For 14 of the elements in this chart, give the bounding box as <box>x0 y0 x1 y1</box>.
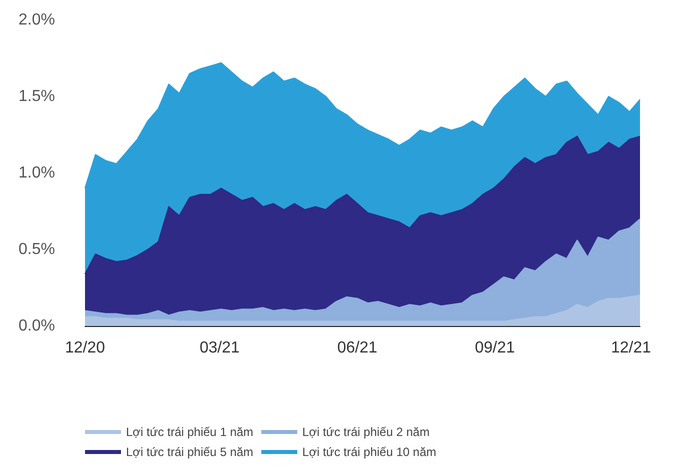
legend-label: Lợi tức trái phiếu 2 năm <box>302 425 430 439</box>
y-tick-label: 0.0% <box>18 318 55 334</box>
y-tick-label: 1.0% <box>18 164 55 182</box>
y-tick-label: 0.5% <box>18 241 55 258</box>
x-tick-label: 03/21 <box>200 340 240 356</box>
legend-label: Lợi tức trái phiếu 10 năm <box>302 445 436 459</box>
y-tick-label: 2.0% <box>18 12 55 28</box>
legend-label: Lợi tức trái phiếu 1 năm <box>126 425 254 439</box>
x-tick-label: 12/20 <box>64 340 106 356</box>
x-tick-label: 09/21 <box>474 340 516 356</box>
x-tick-label: 06/21 <box>337 340 378 356</box>
x-tick-label: 12/21 <box>611 340 652 356</box>
legend-label: Lợi tức trái phiếu 5 năm <box>126 445 254 459</box>
y-tick-label: 1.5% <box>18 88 55 105</box>
